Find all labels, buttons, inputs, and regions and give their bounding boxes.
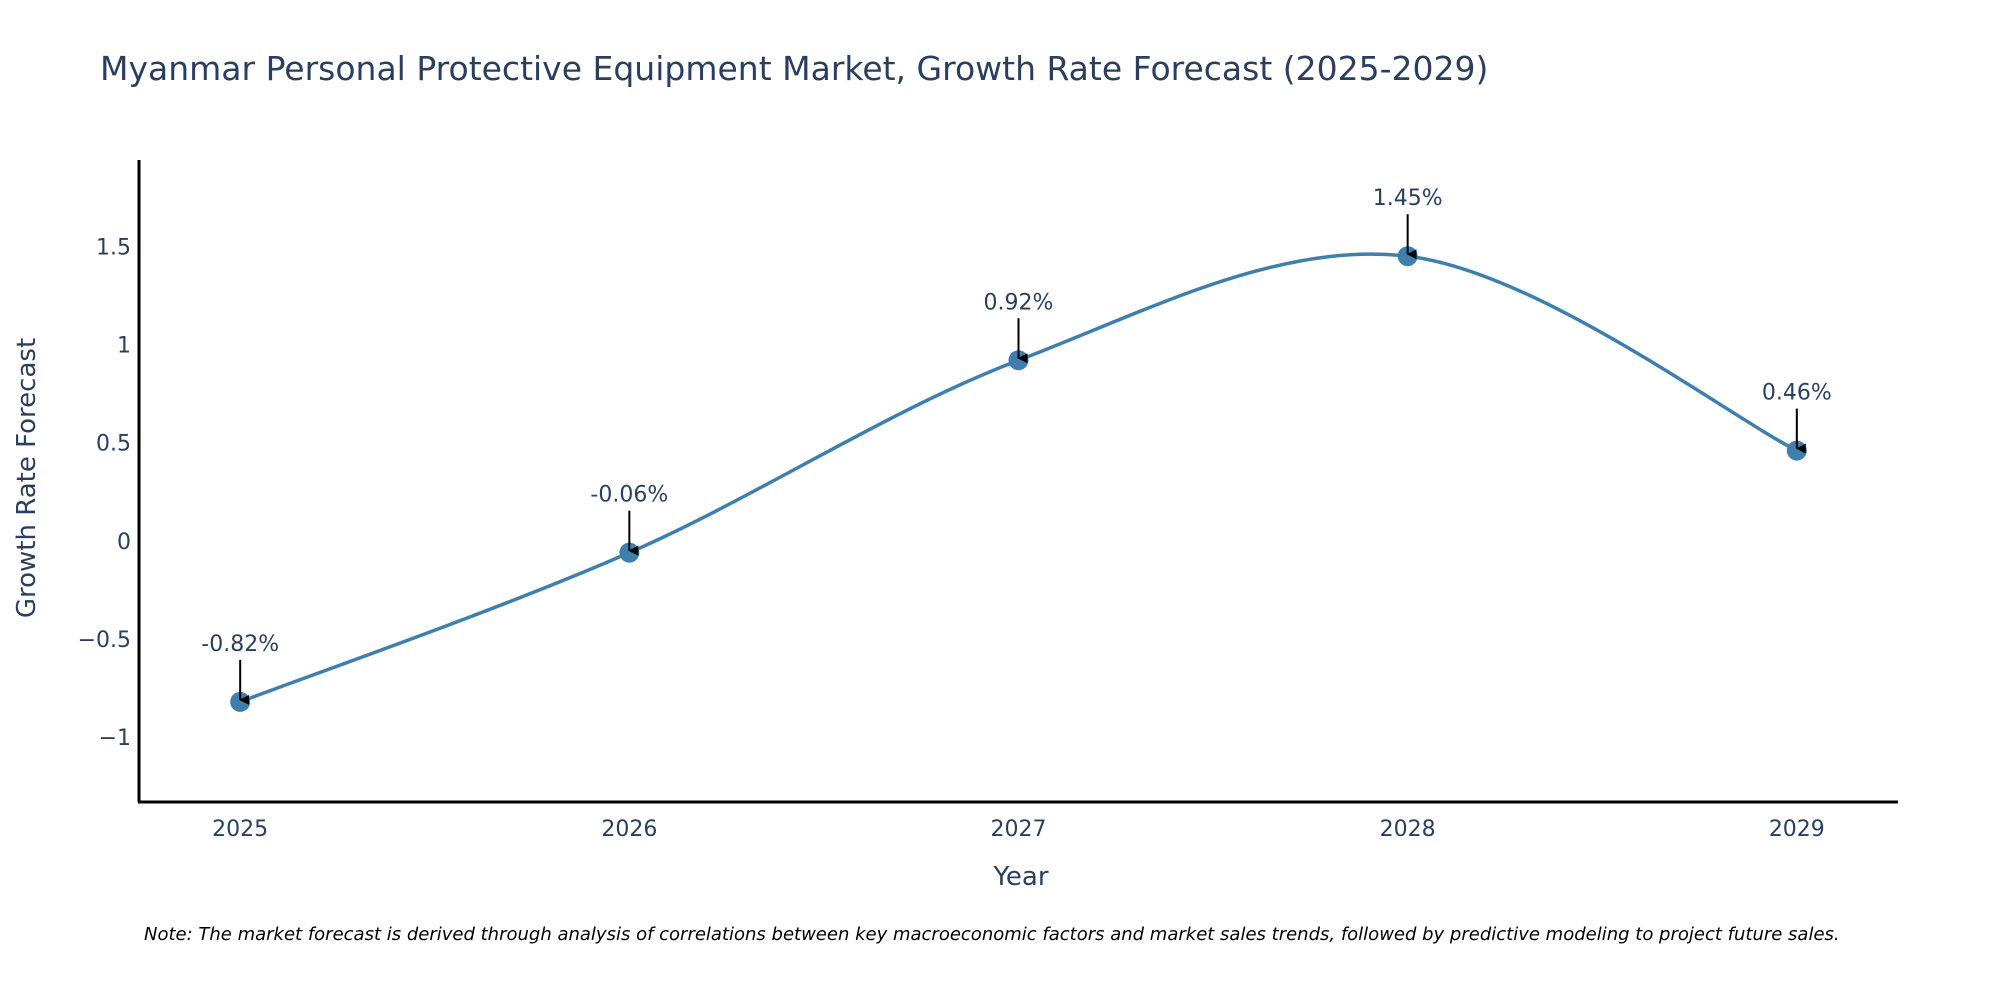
data-label: 1.45% [1373,186,1443,211]
y-tick-label: 1 [117,334,131,359]
data-label: 0.46% [1762,381,1832,406]
y-tick-label: −1 [99,726,131,751]
data-label: 0.92% [984,290,1054,315]
y-axis-ticks: −1 −0.5 0 0.5 1 1.5 [78,235,131,751]
data-annotations: -0.82% -0.06% 0.92% 1.45% 0.46% [201,186,1832,705]
y-tick-label: 0.5 [96,432,131,457]
x-tick-label: 2025 [212,817,268,842]
y-tick-label: −0.5 [78,628,131,653]
x-axis-ticks: 2025 2026 2027 2028 2029 [212,817,1825,842]
data-label: -0.82% [201,632,279,657]
data-label: -0.06% [590,483,668,508]
x-axis-title: Year [992,862,1048,892]
y-axis-title: Growth Rate Forecast [12,338,42,618]
y-tick-label: 1.5 [96,235,131,260]
footnote: Note: The market forecast is derived thr… [144,924,1840,945]
x-tick-label: 2026 [601,817,657,842]
x-tick-label: 2027 [991,817,1047,842]
y-tick-label: 0 [117,530,131,555]
x-tick-label: 2029 [1769,817,1825,842]
x-tick-label: 2028 [1380,817,1436,842]
chart-title: Myanmar Personal Protective Equipment Ma… [100,49,1488,88]
